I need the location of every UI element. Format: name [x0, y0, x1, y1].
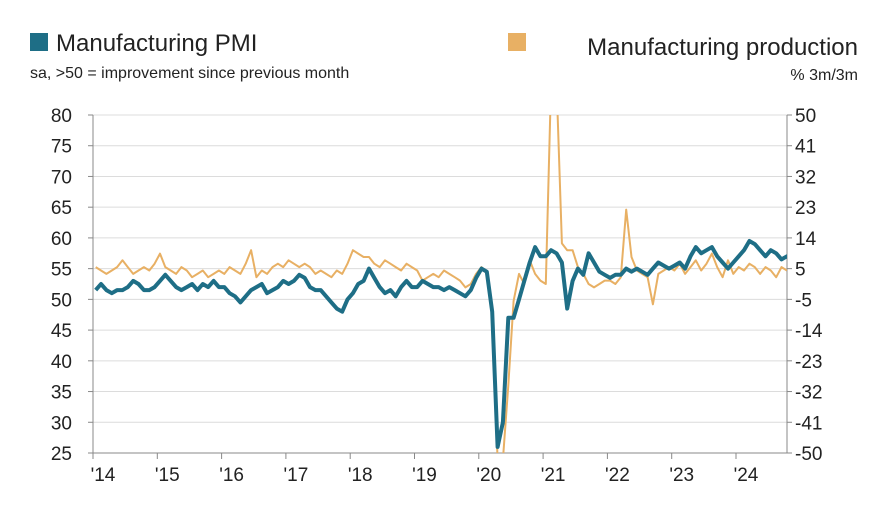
- left-tick-label: 30: [51, 413, 72, 434]
- series-line-manufacturing-production: [95, 115, 787, 453]
- x-tick-label: '19: [412, 465, 437, 486]
- right-tick-label: -5: [795, 290, 812, 311]
- left-axis-label: sa, >50 = improvement since previous mon…: [30, 65, 349, 82]
- legend-production: Manufacturing production: [587, 34, 858, 61]
- right-tick-label: -41: [795, 413, 822, 434]
- right-tick-label: 32: [795, 167, 816, 188]
- left-tick-label: 25: [51, 444, 72, 465]
- legend-swatch-pmi: [30, 33, 48, 51]
- left-tick-label: 65: [51, 198, 72, 219]
- x-tick-label: '23: [669, 465, 694, 486]
- right-tick-label: 41: [795, 137, 816, 158]
- left-tick-label: 45: [51, 321, 72, 342]
- right-tick-label: 14: [795, 229, 817, 250]
- right-tick-label: -32: [795, 383, 822, 404]
- legend-swatch-production: [508, 33, 526, 51]
- left-tick-label: 50: [51, 290, 72, 311]
- left-tick-label: 80: [51, 106, 72, 127]
- right-tick-label: 23: [795, 198, 816, 219]
- left-tick-label: 70: [51, 167, 72, 188]
- x-tick-label: '21: [541, 465, 566, 486]
- x-tick-label: '22: [605, 465, 630, 486]
- x-tick-label: '18: [348, 465, 373, 486]
- x-tick-label: '17: [284, 465, 309, 486]
- x-tick-label: '16: [219, 465, 244, 486]
- x-tick-label: '20: [476, 465, 501, 486]
- series-line-manufacturing-pmi: [94, 239, 787, 449]
- right-tick-label: 5: [795, 260, 806, 281]
- left-tick-label: 55: [51, 260, 72, 281]
- x-tick-label: '15: [155, 465, 180, 486]
- left-tick-label: 60: [51, 229, 72, 250]
- legend-pmi: Manufacturing PMI: [56, 30, 257, 57]
- x-tick-label: '14: [91, 465, 116, 486]
- right-tick-label: -14: [795, 321, 823, 342]
- x-tick-label: '24: [734, 465, 759, 486]
- right-axis-label: % 3m/3m: [790, 67, 858, 84]
- right-tick-label: 50: [795, 106, 816, 127]
- right-tick-label: -23: [795, 352, 822, 373]
- left-tick-label: 35: [51, 383, 72, 404]
- left-tick-label: 40: [51, 352, 72, 373]
- left-tick-label: 75: [51, 137, 72, 158]
- right-tick-label: -50: [795, 444, 822, 465]
